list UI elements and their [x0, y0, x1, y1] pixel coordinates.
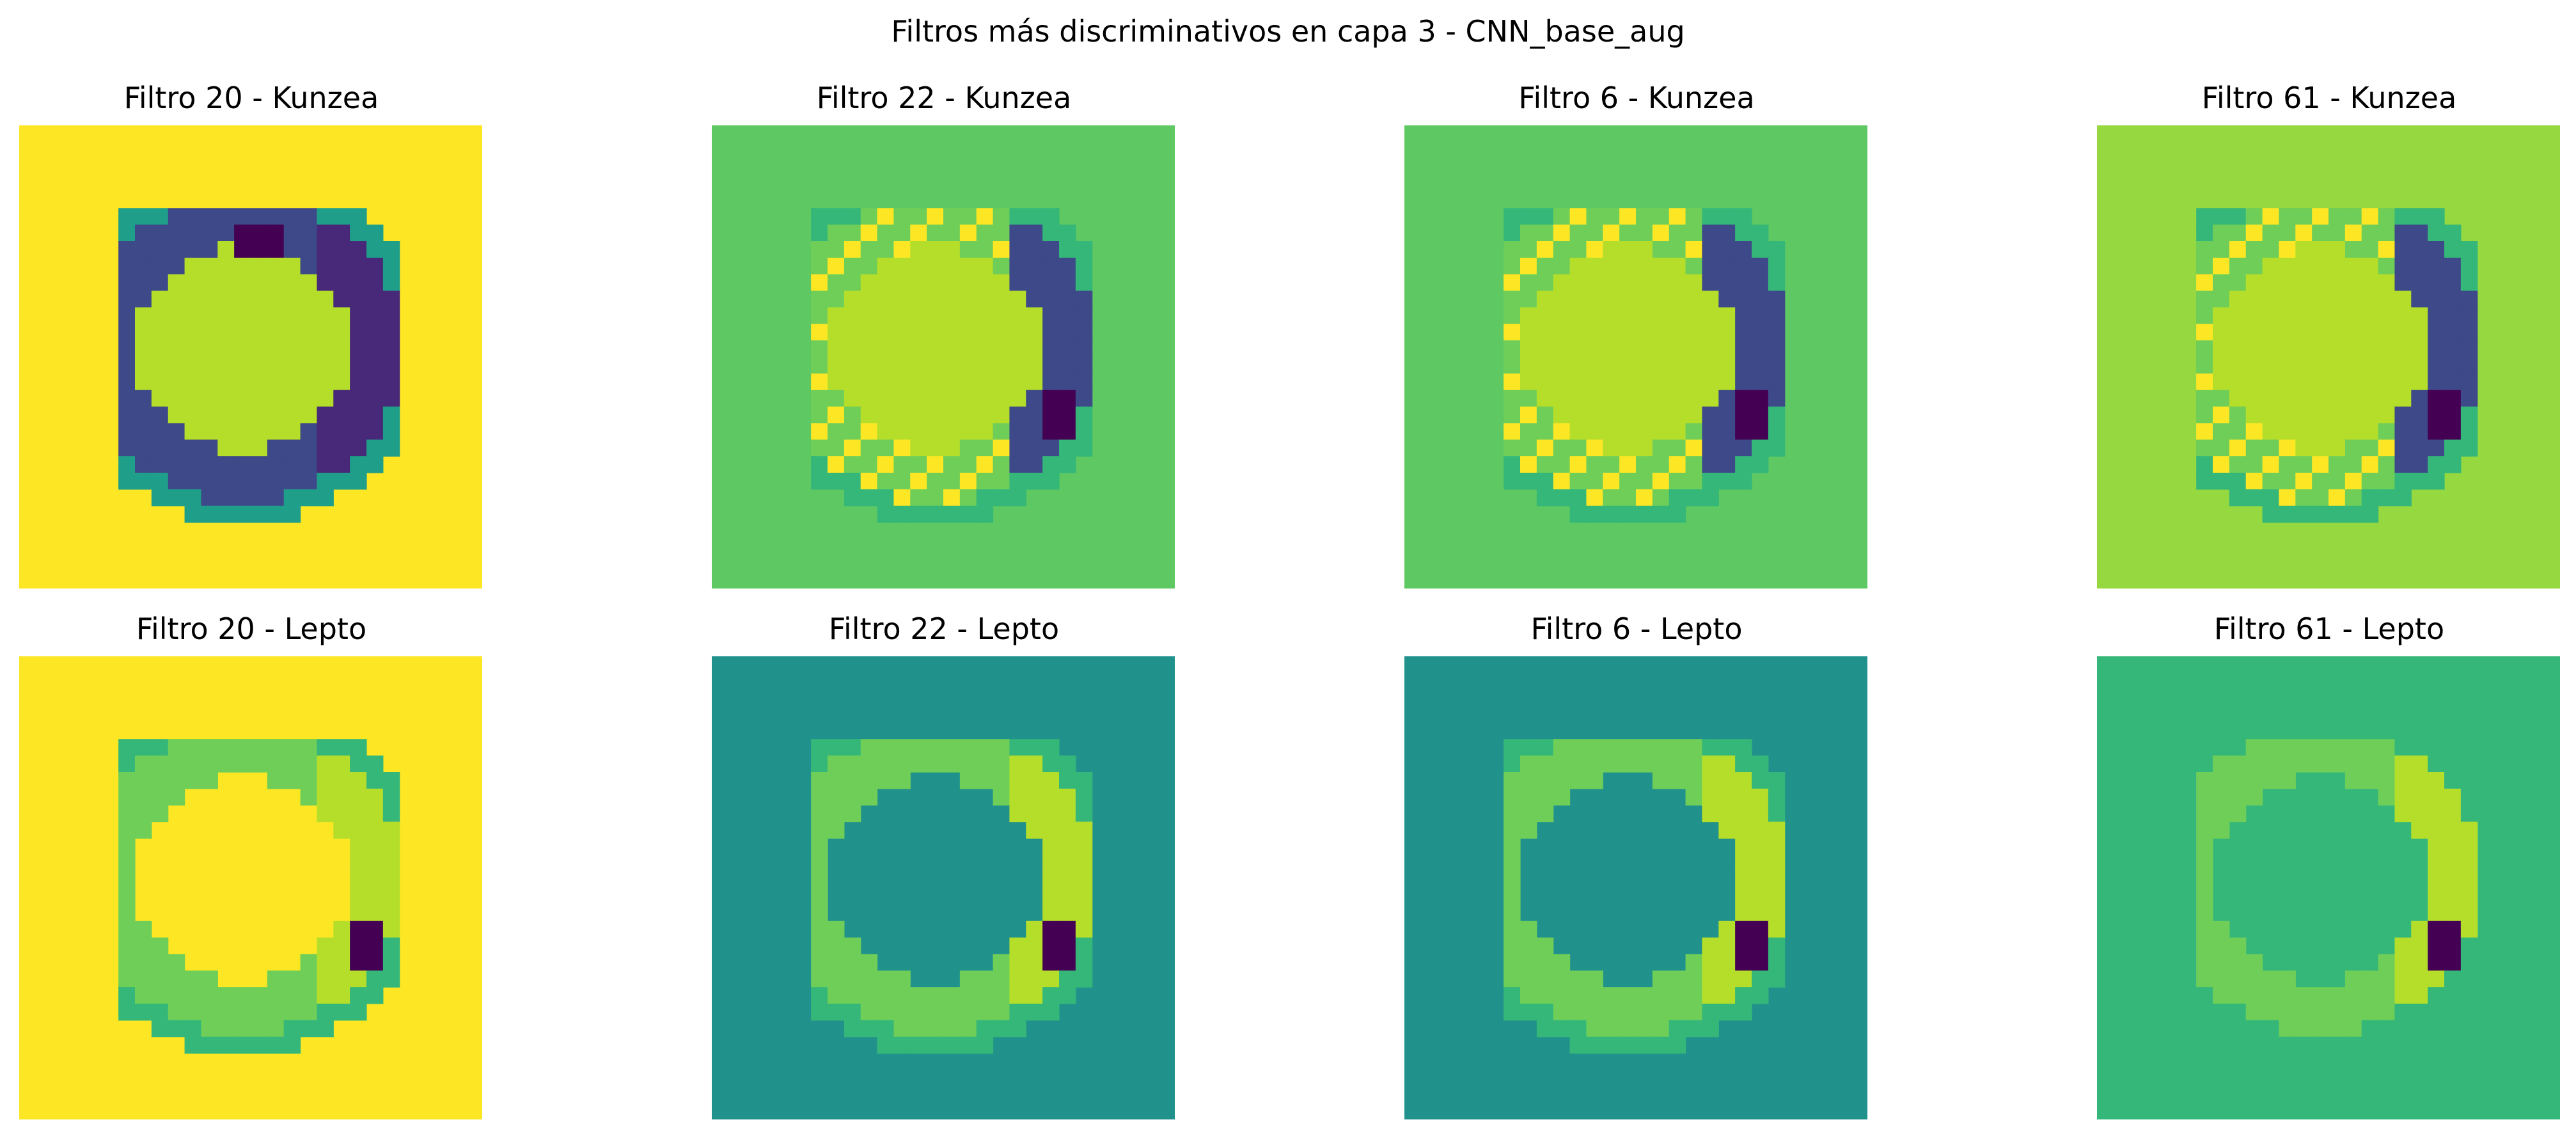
- filter-heatmap-panel: [1404, 125, 1867, 589]
- filter-heatmap-panel: [712, 656, 1175, 1119]
- filter-heatmap-panel: [1404, 656, 1867, 1119]
- filter-heatmap-panel: [2097, 125, 2560, 589]
- filter-heatmap-panel: [19, 125, 482, 589]
- filter-heatmap-panel: [19, 656, 482, 1119]
- panel-title: Filtro 61 - Lepto: [2213, 612, 2445, 646]
- panel-title: Filtro 6 - Lepto: [1530, 612, 1743, 646]
- filter-heatmap-panel: [2097, 656, 2560, 1119]
- panel-title: Filtro 6 - Kunzea: [1518, 81, 1755, 115]
- filter-heatmap-panel: [712, 125, 1175, 589]
- panel-title: Filtro 61 - Kunzea: [2201, 81, 2457, 115]
- panel-title: Filtro 20 - Kunzea: [123, 81, 379, 115]
- panel-title: Filtro 20 - Lepto: [136, 612, 367, 646]
- panel-title: Filtro 22 - Lepto: [828, 612, 1060, 646]
- panel-title: Filtro 22 - Kunzea: [816, 81, 1072, 115]
- figure-title: Filtros más discriminativos en capa 3 - …: [891, 14, 1685, 49]
